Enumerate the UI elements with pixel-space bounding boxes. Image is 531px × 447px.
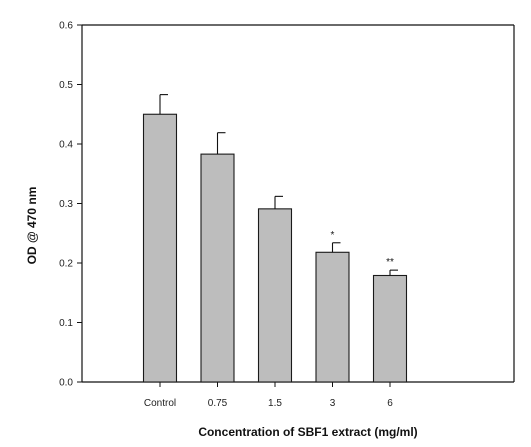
bar	[142, 113, 178, 383]
x-tick-label: 6	[387, 398, 393, 409]
x-tick-label: 0.75	[208, 398, 228, 409]
y-tick-label: 0.1	[59, 318, 73, 329]
y-axis: 0.0 0.1 0.2 0.3 0.4 0.5 0.6	[59, 21, 515, 389]
significance-label: *	[331, 230, 335, 241]
y-tick-label: 0.0	[59, 378, 73, 389]
bar	[315, 251, 350, 383]
y-tick-label: 0.3	[59, 199, 73, 210]
x-tick-label: 3	[330, 398, 336, 409]
y-tick-label: 0.5	[59, 80, 73, 91]
bar	[372, 274, 408, 383]
y-tick-label: 0.4	[59, 140, 73, 151]
y-tick-label: 0.6	[59, 21, 73, 32]
x-tick-label: 1.5	[268, 398, 282, 409]
significance-label: **	[386, 257, 394, 268]
y-axis-title: OD @ 470 nm	[25, 187, 39, 265]
y-tick-label: 0.2	[59, 259, 73, 270]
bars: ***	[142, 94, 408, 383]
bar	[257, 208, 293, 383]
x-tick-label: Control	[144, 398, 176, 409]
x-axis: Control 0.75 1.5 3 6	[82, 381, 514, 409]
x-axis-title: Concentration of SBF1 extract (mg/ml)	[198, 425, 417, 439]
bar	[200, 153, 235, 383]
